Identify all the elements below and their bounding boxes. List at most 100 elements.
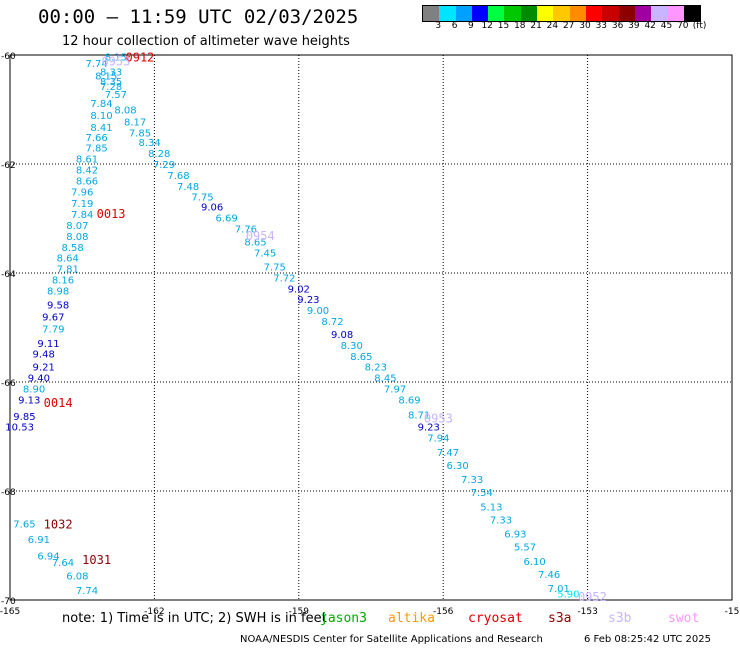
colorbar-tick-label: 3 <box>435 21 442 31</box>
wave-height-label: 7.75 <box>191 193 213 204</box>
colorbar-swatch <box>439 6 456 21</box>
wave-height-label: 5.13 <box>480 502 502 513</box>
wave-height-label: 7.79 <box>42 325 64 336</box>
colorbar-swatch <box>569 6 586 21</box>
colorbar-tick-label: 18 <box>514 21 526 31</box>
wave-height-label: 6.30 <box>447 461 469 472</box>
legend-item-swot: swot <box>668 611 700 626</box>
wave-height-label: 7.74 <box>86 59 108 70</box>
wave-height-label: 6.94 <box>37 551 59 562</box>
pass-time-label: 1031 <box>82 553 111 567</box>
legend-item-s3a: s3a <box>548 611 572 626</box>
wave-height-label: 8.64 <box>57 254 79 265</box>
wave-height-label: 8.61 <box>76 155 98 166</box>
colorbar-swatch <box>471 6 489 21</box>
wave-height-label: 8.42 <box>76 165 98 176</box>
wave-height-label: 9.85 <box>13 412 35 423</box>
wave-height-label: 7.57 <box>105 90 127 101</box>
wave-height-label: 8.45 <box>374 374 396 385</box>
wave-height-label: 9.06 <box>201 203 223 214</box>
wave-height-label: 7.01 <box>548 584 570 595</box>
pass-time-label: 0952 <box>578 590 607 604</box>
pass-time-label: 1032 <box>44 518 73 532</box>
wave-height-label: 8.65 <box>244 237 266 248</box>
wave-height-label: 6.10 <box>524 557 546 568</box>
wave-height-label: 9.11 <box>37 339 59 350</box>
wave-height-label: 6.08 <box>66 571 88 582</box>
x-tick-label: -165 <box>0 607 20 617</box>
wave-height-label: 8.15 <box>105 53 127 64</box>
map-frame <box>9 54 733 601</box>
wave-height-label: 8.08 <box>114 106 136 117</box>
x-tick-label: -15 <box>725 607 740 617</box>
y-tick-label: -64 <box>1 270 16 280</box>
colorbar-tick-label: 39 <box>628 21 640 31</box>
wave-height-label: 8.35 <box>100 77 122 88</box>
colorbar-swatch <box>520 6 538 21</box>
wave-height-label: 8.07 <box>66 221 88 232</box>
y-tick-label: -62 <box>1 161 16 171</box>
pass-time-label: 0953 <box>101 54 130 68</box>
colorbar-swatch <box>602 6 619 21</box>
wave-height-label: 5.90 <box>557 589 579 600</box>
wave-height-label: 7.33 <box>461 475 483 486</box>
x-tick-label: -159 <box>289 607 310 617</box>
pass-time-label: 0954 <box>246 229 275 243</box>
x-tick-label: -162 <box>144 607 164 617</box>
wave-height-label: 7.48 <box>177 182 199 193</box>
wave-height-label: 9.67 <box>42 313 64 324</box>
wave-height-label: 7.94 <box>427 434 449 445</box>
pass-time-label: 0953 <box>424 411 453 425</box>
wave-height-label: 7.65 <box>13 520 35 531</box>
wave-height-label: 7.68 <box>167 171 189 182</box>
colorbar-tick-label: 9 <box>468 21 474 31</box>
pass-time-label: 0013 <box>97 207 126 221</box>
wave-height-label: 7.54 <box>471 488 493 499</box>
wave-height-label: 9.48 <box>33 350 55 361</box>
wave-height-label: 6.69 <box>215 213 237 224</box>
wave-height-label: 6.93 <box>504 530 526 541</box>
wave-height-label: 7.28 <box>100 82 122 93</box>
wave-height-label: 8.28 <box>148 149 170 160</box>
y-tick-label: -66 <box>1 379 16 389</box>
wave-height-label: 7.46 <box>538 570 560 581</box>
wave-height-label: 8.08 <box>66 232 88 243</box>
wave-height-label: 9.23 <box>418 423 440 434</box>
credit-line: NOAA/NESDIS Center for Satellite Applica… <box>240 634 543 645</box>
colorbar-swatch <box>423 6 440 21</box>
pass-time-label: 0912 <box>126 51 155 65</box>
colorbar-tick-label: 21 <box>530 21 542 31</box>
colorbar-tick-labels: 3 6 9 12 15 18 21 24 27 30 33 36 39 42 45 70 (ft) <box>422 21 732 33</box>
colorbar-swatch <box>667 6 684 21</box>
wave-height-label: 9.00 <box>307 306 329 317</box>
colorbar-swatch <box>537 6 554 21</box>
y-tick-label: -60 <box>1 52 16 62</box>
colorbar-tick-label: 6 <box>451 21 458 31</box>
wave-height-label: 7.84 <box>71 210 93 221</box>
legend-item-cryosat: cryosat <box>468 611 523 626</box>
colorbar-swatch <box>504 6 521 21</box>
wave-height-label: 8.34 <box>138 138 160 149</box>
wave-height-label: 8.33 <box>100 67 122 78</box>
x-tick-label: -153 <box>577 607 597 617</box>
wave-height-label: 9.58 <box>47 301 69 312</box>
legend-item-altika: altika <box>388 611 435 626</box>
wave-height-label: 7.97 <box>384 385 406 396</box>
colorbar-tick-label: 24 <box>546 21 559 31</box>
colorbar-tick-label: 15 <box>497 21 510 31</box>
colorbar-tick-label: 42 <box>644 21 656 31</box>
credit-date: 6 Feb 08:25:42 UTC 2025 <box>584 634 711 645</box>
x-tick-label: -156 <box>433 607 454 617</box>
wave-height-label: 8.15 <box>95 72 117 83</box>
wave-height-label: 7.33 <box>490 515 512 526</box>
wave-height-label: 8.23 <box>365 363 387 374</box>
colorbar-swatch <box>651 6 668 21</box>
wave-height-label: 7.29 <box>153 160 175 171</box>
y-tick-label: -70 <box>1 597 16 607</box>
wave-height-label: 8.41 <box>90 123 112 134</box>
wave-height-label: 9.23 <box>297 295 319 306</box>
wave-height-label: 8.69 <box>398 395 420 406</box>
colorbar-swatch <box>618 6 635 21</box>
colorbar-swatch <box>634 6 652 21</box>
